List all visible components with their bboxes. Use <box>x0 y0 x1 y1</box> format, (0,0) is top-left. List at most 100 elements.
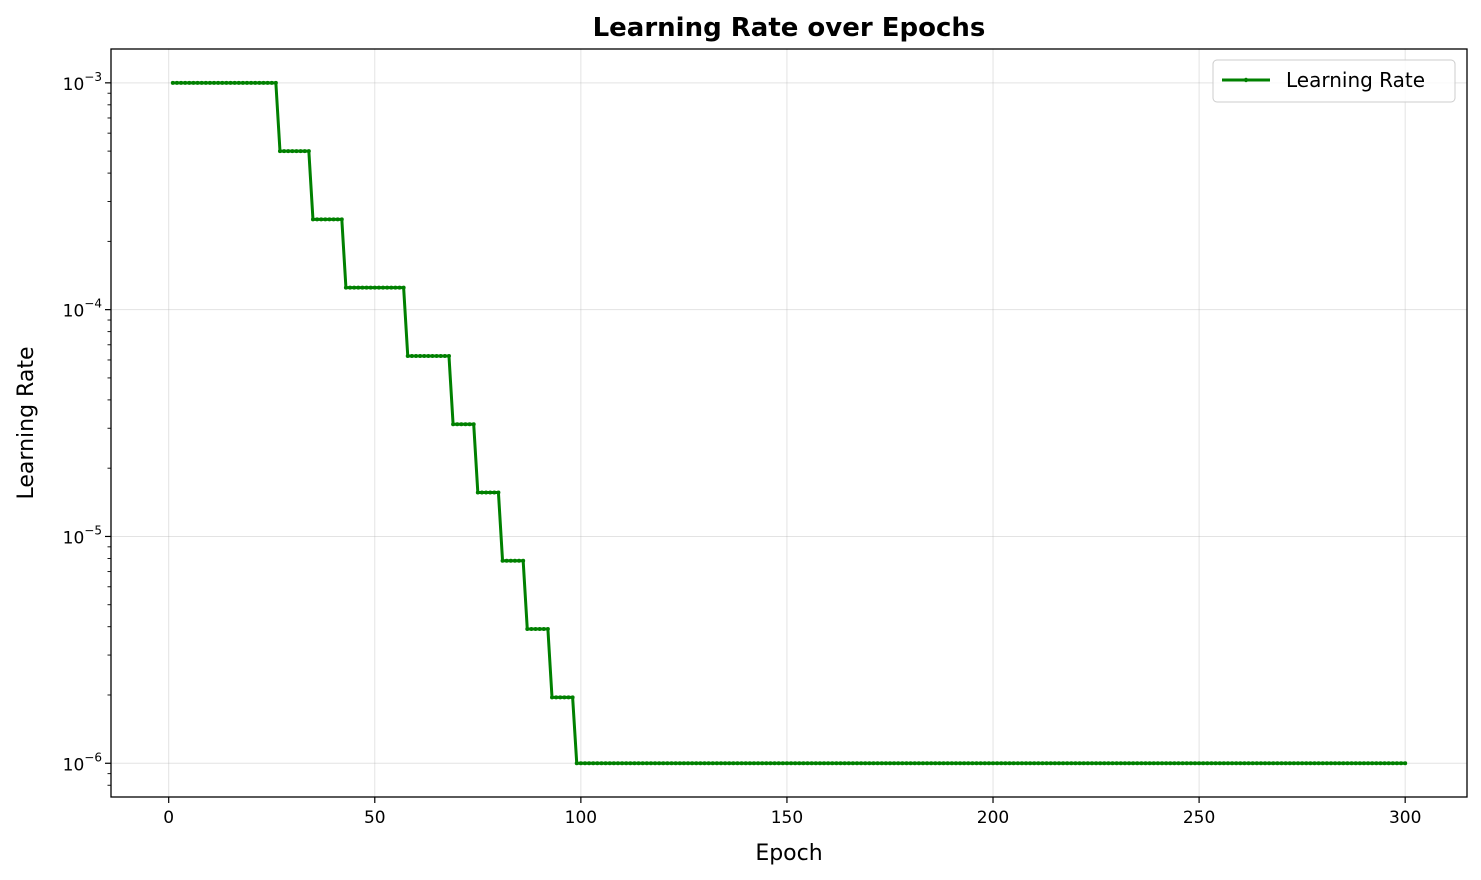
data-point <box>850 761 855 766</box>
data-point <box>257 80 262 85</box>
data-point <box>784 761 789 766</box>
data-point <box>768 761 773 766</box>
data-point <box>1291 761 1296 766</box>
data-point <box>1234 761 1239 766</box>
y-tick-label: 10−4 <box>63 297 102 322</box>
data-point <box>187 80 192 85</box>
data-point <box>1250 761 1255 766</box>
data-point <box>945 761 950 766</box>
data-point <box>912 761 917 766</box>
data-point <box>331 217 336 222</box>
data-point <box>970 761 975 766</box>
data-point <box>941 761 946 766</box>
data-point <box>867 761 872 766</box>
data-point <box>1217 761 1222 766</box>
data-point <box>1382 761 1387 766</box>
data-point <box>789 761 794 766</box>
data-point <box>1192 761 1197 766</box>
x-tick-label: 200 <box>977 808 1009 828</box>
data-point <box>232 80 237 85</box>
plot-frame <box>110 48 1468 798</box>
data-point <box>1098 761 1103 766</box>
data-point <box>669 761 674 766</box>
data-point <box>290 149 295 154</box>
data-point <box>1263 761 1268 766</box>
data-point <box>653 761 658 766</box>
data-point <box>1225 761 1230 766</box>
x-axis-label: Epoch <box>755 841 822 866</box>
data-point <box>1044 761 1049 766</box>
data-point <box>1271 761 1276 766</box>
data-point <box>978 761 983 766</box>
data-point <box>805 761 810 766</box>
data-point <box>323 217 328 222</box>
data-point <box>183 80 188 85</box>
data-point <box>801 761 806 766</box>
data-point <box>751 761 756 766</box>
data-point <box>352 285 357 290</box>
data-point <box>265 80 270 85</box>
data-point <box>562 695 567 700</box>
data-point <box>1246 761 1251 766</box>
data-point <box>1205 761 1210 766</box>
data-point <box>1065 761 1070 766</box>
data-point <box>1127 761 1132 766</box>
data-point <box>760 761 765 766</box>
data-point <box>269 80 274 85</box>
data-point <box>484 490 489 495</box>
data-point <box>1077 761 1082 766</box>
data-point <box>533 627 538 632</box>
data-point <box>846 761 851 766</box>
data-point <box>376 285 381 290</box>
x-tick-label: 50 <box>364 808 386 828</box>
data-point <box>1279 761 1284 766</box>
data-point <box>310 217 315 222</box>
series-layer <box>170 80 1408 766</box>
data-point <box>442 353 447 358</box>
data-point <box>887 761 892 766</box>
data-point <box>756 761 761 766</box>
data-point <box>434 353 439 358</box>
data-point <box>578 761 583 766</box>
data-point <box>335 217 340 222</box>
data-point <box>566 695 571 700</box>
data-point <box>1349 761 1354 766</box>
data-point <box>1296 761 1301 766</box>
data-point <box>735 761 740 766</box>
data-point <box>949 761 954 766</box>
data-point <box>723 761 728 766</box>
legend-box <box>1212 59 1456 103</box>
data-point <box>883 761 888 766</box>
data-point <box>1056 761 1061 766</box>
data-point <box>908 761 913 766</box>
data-point <box>690 761 695 766</box>
data-point <box>677 761 682 766</box>
data-point <box>426 353 431 358</box>
data-point <box>1015 761 1020 766</box>
data-point <box>743 761 748 766</box>
data-point <box>1122 761 1127 766</box>
data-point <box>273 80 278 85</box>
data-point <box>381 285 386 290</box>
data-point <box>1254 761 1259 766</box>
data-point <box>1333 761 1338 766</box>
data-point <box>315 217 320 222</box>
data-point <box>1172 761 1177 766</box>
data-point <box>1036 761 1041 766</box>
data-point <box>529 627 534 632</box>
data-point <box>508 558 513 563</box>
data-point <box>772 761 777 766</box>
data-point <box>1102 761 1107 766</box>
data-point <box>356 285 361 290</box>
data-point <box>253 80 258 85</box>
data-point <box>1040 761 1045 766</box>
data-point <box>525 627 530 632</box>
data-point <box>871 761 876 766</box>
data-point <box>817 761 822 766</box>
data-point <box>764 761 769 766</box>
data-point <box>962 761 967 766</box>
data-point <box>1394 761 1399 766</box>
data-point <box>1094 761 1099 766</box>
